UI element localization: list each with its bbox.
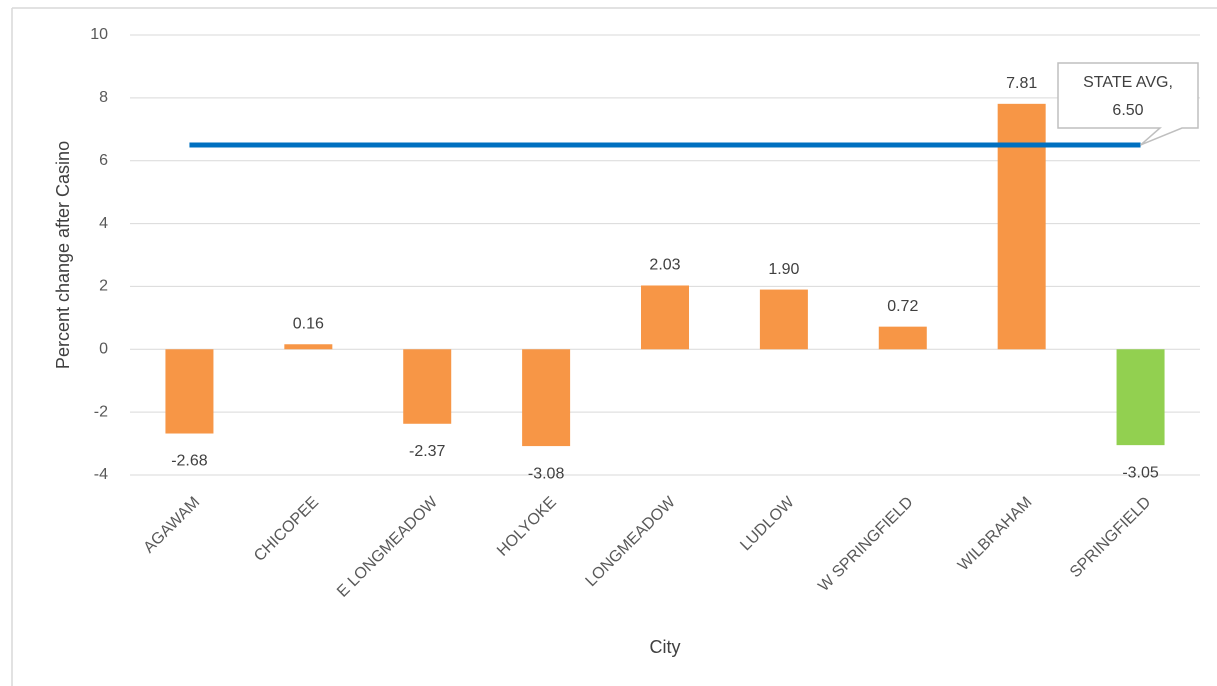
value-label: 0.72 (887, 298, 918, 315)
bar (878, 326, 927, 350)
y-tick-label: 8 (99, 89, 108, 106)
x-tick-label: LUDLOW (737, 493, 798, 554)
x-tick-label: AGAWAM (141, 494, 204, 557)
x-tick-label: W SPRINGFIELD (815, 494, 916, 595)
value-label: -3.05 (1122, 464, 1159, 481)
y-axis-title: Percent change after Casino (53, 141, 73, 369)
bar (997, 103, 1046, 350)
value-label: 7.81 (1006, 75, 1037, 92)
x-tick-label: WILBRAHAM (955, 494, 1036, 575)
value-label: -3.08 (528, 465, 565, 482)
y-tick-label: 10 (90, 26, 108, 43)
x-axis-title: City (650, 637, 681, 657)
y-tick-label: -4 (94, 466, 108, 483)
callout-box (1057, 62, 1199, 146)
value-label: 2.03 (649, 257, 680, 274)
x-tick-label: CHICOPEE (251, 494, 322, 565)
x-tick-label: SPRINGFIELD (1067, 494, 1154, 581)
bar (641, 285, 689, 350)
callout-text: STATE AVG, (1083, 74, 1173, 91)
value-label: -2.37 (409, 443, 446, 460)
x-tick-label: E LONGMEADOW (334, 493, 442, 601)
value-label: 1.90 (768, 261, 799, 278)
bar (522, 349, 571, 447)
bar (284, 344, 333, 350)
callout-value: 6.50 (1112, 102, 1143, 119)
value-label: 0.16 (293, 315, 324, 332)
y-tick-label: -2 (94, 403, 108, 420)
chart-frame (11, 7, 1217, 686)
bar (403, 349, 452, 424)
bar (1116, 349, 1165, 446)
y-tick-label: 0 (99, 341, 108, 358)
y-tick-label: 4 (99, 215, 108, 232)
x-tick-label: LONGMEADOW (583, 493, 680, 590)
y-tick-label: 2 (99, 278, 108, 295)
bar (759, 289, 808, 350)
value-label: -2.68 (171, 453, 208, 470)
bar (165, 349, 214, 434)
x-tick-label: HOLYOKE (494, 494, 560, 560)
y-tick-label: 6 (99, 152, 108, 169)
